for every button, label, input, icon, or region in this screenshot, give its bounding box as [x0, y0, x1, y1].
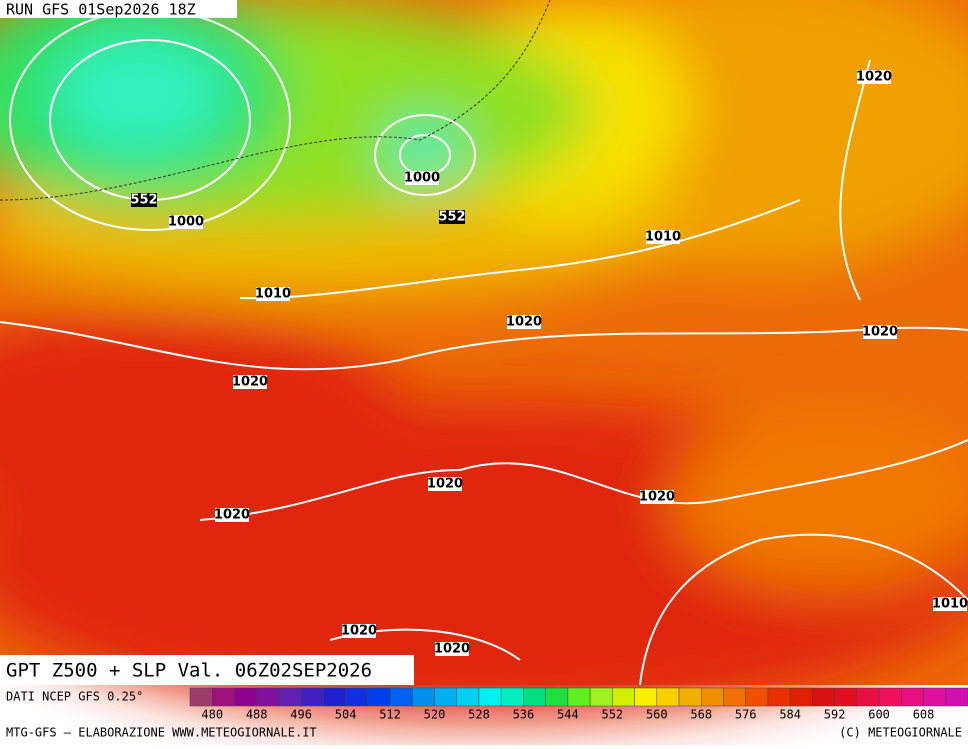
isobar-label-box: [857, 70, 891, 84]
isobar-label: 1020: [341, 624, 377, 639]
legend-tick-label: 536: [513, 708, 535, 722]
isobar-label: 1000: [168, 215, 204, 230]
legend-tick-label: 504: [335, 708, 357, 722]
legend-swatch: [345, 687, 369, 707]
legend-tick-label: 568: [690, 708, 712, 722]
legend-swatch: [812, 687, 835, 707]
legend-tick-label: 560: [646, 708, 668, 722]
title-box: [0, 655, 414, 685]
legend-swatch: [189, 687, 213, 707]
map-field: [0, 0, 968, 720]
isobar-label-box: [863, 325, 897, 339]
map-title: GPT Z500 + SLP Val. 06Z02SEP2026: [6, 660, 372, 682]
isobar-label-box: [233, 375, 267, 389]
legend-swatch: [256, 687, 280, 707]
legend-swatch: [323, 687, 346, 707]
legend-swatch: [678, 687, 702, 707]
isobar-label-box: [507, 315, 541, 329]
isobar-label: 1020: [639, 490, 675, 505]
legend-swatch: [478, 687, 502, 707]
isobar-label-box: [435, 642, 469, 656]
copyright: (C) METEOGIORNALE: [839, 726, 962, 740]
height-label: 552: [438, 210, 465, 225]
isobar-label: 1020: [506, 315, 542, 330]
legend-tick-label: 480: [201, 708, 223, 722]
legend-swatch: [789, 687, 813, 707]
legend-swatch: [545, 687, 569, 707]
legend-swatch: [412, 687, 435, 707]
legend-swatch: [923, 687, 947, 707]
isobar-label-box: [256, 287, 290, 301]
isobar-label-box: [933, 597, 967, 611]
legend-swatch: [278, 687, 302, 707]
legend-tick-label: 528: [468, 708, 490, 722]
height-label-box: [131, 193, 157, 207]
isobar-label-box: [428, 477, 462, 491]
legend-tick-label: 584: [779, 708, 801, 722]
legend-tick-label: 512: [379, 708, 401, 722]
legend-swatch: [767, 687, 791, 707]
legend-tick-label: 600: [868, 708, 890, 722]
legend-swatch: [656, 687, 680, 707]
legend-swatch: [211, 687, 235, 707]
data-source: DATI NCEP GFS 0.25°: [6, 690, 143, 704]
height-label: 552: [130, 193, 157, 208]
legend-tick-label: 488: [246, 708, 268, 722]
isobar-label-box: [169, 215, 203, 229]
legend-swatch: [234, 687, 257, 707]
isobar-label: 1020: [862, 325, 898, 340]
legend-tick-label: 576: [735, 708, 757, 722]
isobar-label-box: [646, 230, 680, 244]
isobar-label-box: [640, 490, 674, 504]
legend-swatch: [589, 687, 613, 707]
legend-swatch: [723, 687, 746, 707]
isobar-label-box: [405, 171, 439, 185]
legend-swatch: [834, 687, 858, 707]
legend-tick-label: 544: [557, 708, 579, 722]
legend-swatch: [456, 687, 480, 707]
legend-swatch: [300, 687, 324, 707]
isobar-label: 1010: [255, 287, 291, 302]
isobar-label: 1010: [645, 230, 681, 245]
legend-swatch: [367, 687, 391, 707]
legend-swatch: [567, 687, 591, 707]
isobar-label: 1020: [427, 477, 463, 492]
legend-tick-label: 520: [424, 708, 446, 722]
isobar-label: 1010: [932, 597, 968, 612]
run-box: [0, 0, 237, 18]
legend-swatch: [634, 687, 658, 707]
legend-swatch: [745, 687, 769, 707]
legend-swatch: [901, 687, 924, 707]
height-label-box: [439, 210, 465, 224]
legend-tick-label: 608: [913, 708, 935, 722]
legend-swatch: [434, 687, 457, 707]
isobar-label: 1000: [404, 171, 440, 186]
isobar-label: 1020: [434, 642, 470, 657]
legend-tick-label: 496: [290, 708, 312, 722]
isobar-label-box: [215, 508, 249, 522]
legend-swatch: [945, 687, 968, 707]
isobar-label: 1020: [214, 508, 250, 523]
legend-swatch: [878, 687, 902, 707]
legend-swatch: [856, 687, 880, 707]
legend-swatch: [701, 687, 724, 707]
isobar-label: 1020: [232, 375, 268, 390]
isobar-label: 1020: [856, 70, 892, 85]
legend-swatch: [523, 687, 546, 707]
legend-swatch: [500, 687, 524, 707]
legend-swatch: [612, 687, 635, 707]
credit: MTG-GFS – ELABORAZIONE WWW.METEOGIORNALE…: [6, 726, 317, 740]
legend-swatch: [389, 687, 413, 707]
legend-tick-label: 552: [601, 708, 623, 722]
legend-tick-label: 592: [824, 708, 846, 722]
run-label: RUN GFS 01Sep2026 18Z: [6, 1, 196, 19]
isobar-label-box: [342, 624, 376, 638]
